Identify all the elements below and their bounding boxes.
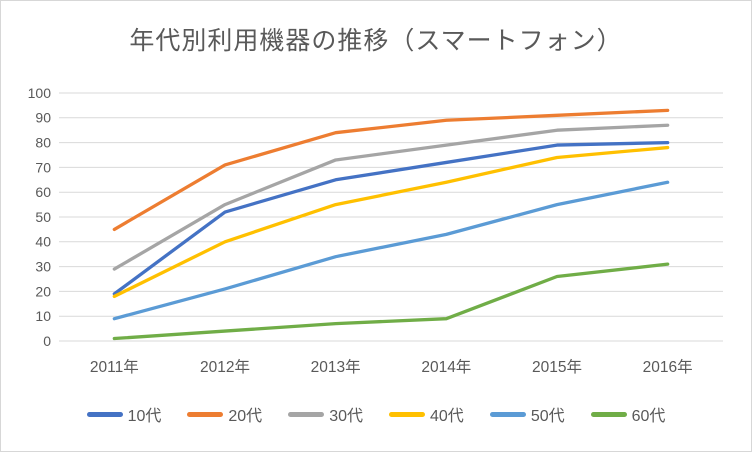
legend-line-swatch-icon xyxy=(389,411,425,417)
x-tick-label: 2014年 xyxy=(421,358,471,376)
legend-line-swatch-icon xyxy=(489,411,526,417)
y-tick-label: 80 xyxy=(35,135,51,151)
y-tick-label: 70 xyxy=(35,159,51,175)
x-tick-label: 2012年 xyxy=(200,358,250,376)
legend-item: 40代 xyxy=(389,402,464,426)
legend-item: 20代 xyxy=(187,402,262,426)
legend-label: 40代 xyxy=(430,408,464,425)
y-tick-label: 30 xyxy=(35,259,51,275)
legend-label: 60代 xyxy=(631,408,666,425)
legend-line-swatch-icon xyxy=(86,411,123,417)
x-tick-label: 2015年 xyxy=(532,358,582,376)
series-line-50代 xyxy=(112,180,670,321)
legend-label: 10代 xyxy=(127,408,162,425)
y-axis-labels: 0 10 20 30 40 50 60 70 80 90 100 xyxy=(28,85,52,349)
legend-label: 50代 xyxy=(530,408,565,425)
y-tick-label: 20 xyxy=(35,283,51,299)
legend-line-swatch-icon xyxy=(187,411,224,417)
series-line-30代 xyxy=(112,123,670,271)
gridlines xyxy=(59,92,723,342)
y-tick-label: 100 xyxy=(28,85,52,101)
series-line-20代 xyxy=(112,108,670,232)
series-line-60代 xyxy=(112,262,670,341)
y-tick-label: 50 xyxy=(35,209,51,225)
chart-title: 年代別利用機器の推移（スマートフォン） xyxy=(129,27,623,55)
legend-item: 50代 xyxy=(489,402,565,426)
legend-item: 30代 xyxy=(288,402,363,426)
legend-line-swatch-icon xyxy=(590,411,627,417)
y-tick-label: 10 xyxy=(35,308,51,324)
series-line-10代 xyxy=(112,140,670,296)
legend-line-swatch-icon xyxy=(288,411,325,417)
legend-item: 60代 xyxy=(590,402,666,426)
y-tick-label: 0 xyxy=(43,333,51,349)
y-tick-label: 90 xyxy=(35,110,51,126)
x-tick-label: 2016年 xyxy=(643,358,693,376)
series-line-40代 xyxy=(112,145,670,299)
legend-label: 20代 xyxy=(228,408,263,425)
x-axis-labels: 2011年 2012年 2013年 2014年 2015年 2016年 xyxy=(90,358,693,376)
chart-legend: 10代 20代 30代 40代 50代 60代 xyxy=(1,402,751,426)
x-tick-label: 2013年 xyxy=(311,358,361,376)
y-tick-label: 40 xyxy=(35,234,51,250)
legend-label: 30代 xyxy=(329,408,363,425)
y-tick-label: 60 xyxy=(35,184,51,200)
legend-item: 10代 xyxy=(86,402,162,426)
x-tick-label: 2011年 xyxy=(90,358,139,376)
